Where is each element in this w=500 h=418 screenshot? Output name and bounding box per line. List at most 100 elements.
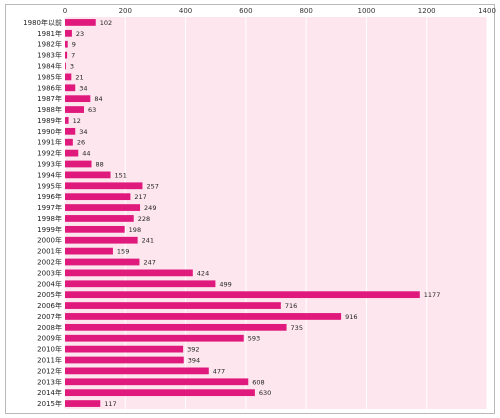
bar xyxy=(65,225,125,233)
bar xyxy=(65,356,184,364)
category-label: 1995年 xyxy=(37,181,62,190)
data-label: 21 xyxy=(75,73,83,81)
bar xyxy=(65,149,79,157)
data-label: 44 xyxy=(82,150,90,158)
data-label: 23 xyxy=(76,30,84,38)
x-tick-label: 1400 xyxy=(478,7,496,15)
bar xyxy=(65,117,69,124)
bar-chart: 0 200 400 600 800 1000 1200 1400 1980年以前 102 1981年… xyxy=(23,7,496,409)
bar xyxy=(65,334,244,342)
bar xyxy=(65,313,342,320)
data-label: 3 xyxy=(70,63,74,71)
data-label: 394 xyxy=(188,357,200,365)
bar xyxy=(65,138,73,146)
bar xyxy=(65,269,193,277)
bar xyxy=(65,204,141,211)
bar xyxy=(65,302,281,309)
category-label: 1996年 xyxy=(37,192,62,201)
category-label: 2010年 xyxy=(37,345,62,354)
category-label: 2003年 xyxy=(37,268,62,277)
data-label: 34 xyxy=(79,128,87,136)
bar xyxy=(65,127,76,135)
category-label: 1987年 xyxy=(37,94,62,103)
data-label: 34 xyxy=(79,84,87,92)
bar xyxy=(65,215,134,222)
data-label: 1177 xyxy=(424,291,441,299)
data-label: 228 xyxy=(138,215,150,223)
category-label: 1992年 xyxy=(37,149,62,158)
data-label: 424 xyxy=(197,269,209,277)
bar xyxy=(65,400,101,407)
data-label: 716 xyxy=(285,302,297,310)
data-label: 630 xyxy=(259,389,271,397)
category-label: 1982年 xyxy=(37,40,62,49)
category-label: 1991年 xyxy=(37,138,62,147)
data-label: 735 xyxy=(291,324,303,332)
bar xyxy=(65,182,143,190)
bar xyxy=(65,106,84,113)
category-label: 1998年 xyxy=(37,214,62,223)
x-tick-label: 800 xyxy=(299,7,312,15)
data-label: 63 xyxy=(88,106,96,114)
data-label: 916 xyxy=(345,313,357,321)
category-label: 2004年 xyxy=(37,279,62,288)
category-label: 2014年 xyxy=(37,388,62,397)
category-label: 1981年 xyxy=(37,29,62,38)
category-label: 1980年以前 xyxy=(23,18,62,27)
bar xyxy=(65,236,138,244)
x-tick-label: 200 xyxy=(119,7,132,15)
category-label: 1988年 xyxy=(37,105,62,114)
chart-frame: 0 200 400 600 800 1000 1200 1400 1980年以前 102 1981年… xyxy=(5,4,496,414)
data-label: 608 xyxy=(252,378,264,386)
category-label: 1997年 xyxy=(37,203,62,212)
data-label: 198 xyxy=(129,226,141,234)
data-label: 247 xyxy=(143,259,155,267)
bar xyxy=(65,84,76,92)
category-label: 1984年 xyxy=(37,62,62,71)
bar xyxy=(65,171,111,179)
x-tick-label: 600 xyxy=(239,7,252,15)
category-label: 1993年 xyxy=(37,160,62,169)
bar xyxy=(65,247,113,255)
bar xyxy=(65,160,92,168)
category-label: 2009年 xyxy=(37,334,62,343)
data-label: 593 xyxy=(248,335,260,343)
category-label: 2013年 xyxy=(37,377,62,386)
category-label: 1986年 xyxy=(37,83,62,92)
category-label: 2005年 xyxy=(37,290,62,299)
bar xyxy=(65,367,209,375)
x-tick-label: 1000 xyxy=(358,7,376,15)
data-label: 392 xyxy=(187,346,199,354)
data-label: 26 xyxy=(77,139,85,147)
category-label: 2000年 xyxy=(37,236,62,245)
data-label: 499 xyxy=(219,280,231,288)
data-label: 477 xyxy=(213,367,225,375)
data-label: 159 xyxy=(117,248,129,256)
bar xyxy=(65,378,249,386)
bar xyxy=(65,40,68,48)
bar xyxy=(65,19,96,26)
bar xyxy=(65,193,131,201)
bar xyxy=(65,95,91,103)
bar xyxy=(65,29,72,37)
bar xyxy=(65,323,287,331)
bar xyxy=(65,291,420,299)
data-label: 217 xyxy=(134,193,146,201)
data-label: 151 xyxy=(115,171,127,179)
data-label: 7 xyxy=(71,52,75,60)
bar xyxy=(65,345,184,353)
category-label: 2001年 xyxy=(37,247,62,256)
bar xyxy=(65,73,72,81)
data-label: 88 xyxy=(96,161,104,169)
x-tick-label: 400 xyxy=(179,7,192,15)
category-label: 2012年 xyxy=(37,366,62,375)
category-label: 2007年 xyxy=(37,312,62,321)
data-label: 241 xyxy=(142,237,154,245)
category-label: 2015年 xyxy=(37,399,62,408)
data-label: 257 xyxy=(146,182,158,190)
category-label: 1990年 xyxy=(37,127,62,136)
data-label: 9 xyxy=(72,41,76,49)
category-label: 2011年 xyxy=(37,356,62,365)
category-label: 2006年 xyxy=(37,301,62,310)
category-label: 1994年 xyxy=(37,170,62,179)
